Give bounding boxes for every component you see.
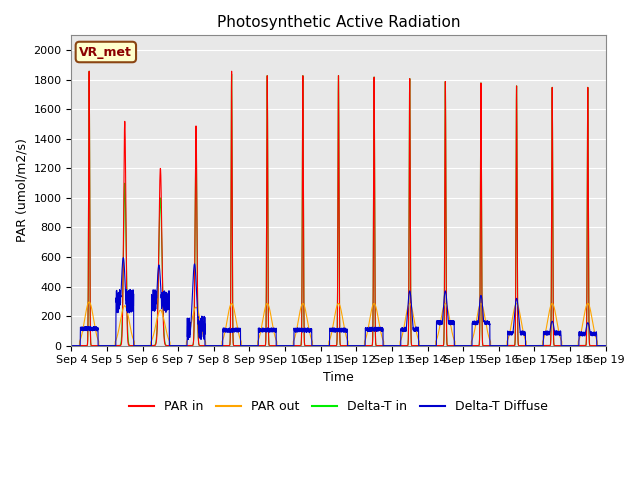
Title: Photosynthetic Active Radiation: Photosynthetic Active Radiation: [217, 15, 460, 30]
Legend: PAR in, PAR out, Delta-T in, Delta-T Diffuse: PAR in, PAR out, Delta-T in, Delta-T Dif…: [125, 396, 552, 418]
X-axis label: Time: Time: [323, 371, 354, 384]
Text: VR_met: VR_met: [79, 46, 132, 59]
Y-axis label: PAR (umol/m2/s): PAR (umol/m2/s): [15, 139, 28, 242]
